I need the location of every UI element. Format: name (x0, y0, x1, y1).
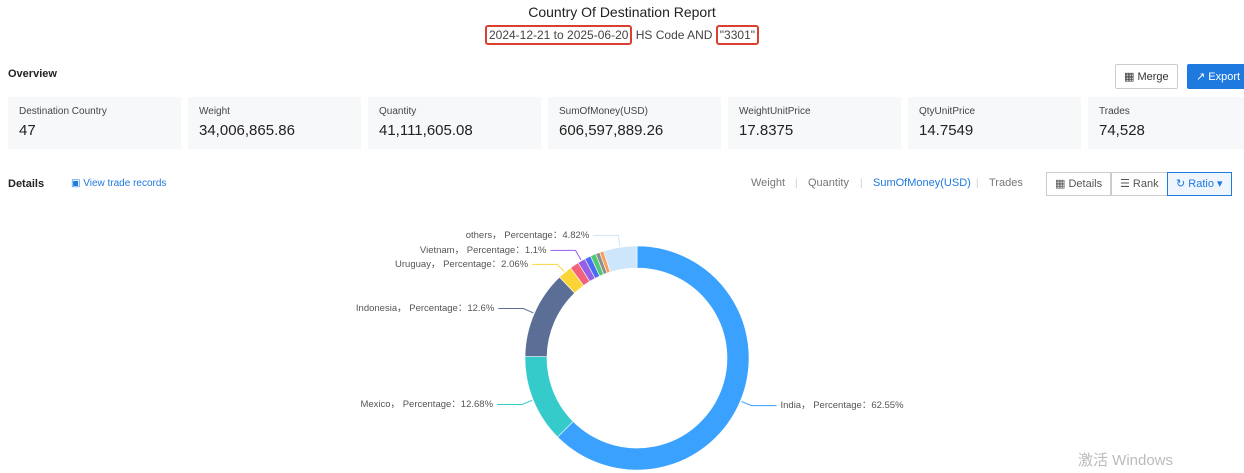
stat-card: Weight 34,006,865.86 (188, 97, 361, 149)
view-button[interactable]: ▦ Details (1046, 172, 1112, 196)
slice (557, 245, 750, 471)
details-title: Details (8, 178, 45, 190)
leader-line (593, 234, 621, 247)
view-label[interactable]: Ratio (1188, 178, 1214, 190)
stat-card: Destination Country 47 (8, 97, 181, 149)
stat-label: Quantity (379, 106, 417, 117)
separator: | (860, 178, 863, 189)
metric-tab[interactable]: SumOfMoney(USD) (873, 177, 971, 189)
stat-card: Quantity 41,111,605.08 (368, 97, 541, 149)
slice-label: Vietnam， Percentage：1.1% (420, 245, 547, 256)
slice (524, 276, 576, 358)
query: 2024-12-21 to 2025-06-20 HS Code AND "33… (0, 25, 1244, 45)
slice (524, 356, 574, 438)
date-range: 2024-12-21 to 2025-06-20 (484, 25, 633, 45)
view-label[interactable]: Rank (1132, 178, 1159, 190)
metric-tab[interactable]: Weight (751, 177, 786, 189)
slice (603, 245, 638, 273)
stat-card: QtyUnitPrice 14.7549 (908, 97, 1081, 149)
view-records-label[interactable]: View trade records (83, 178, 167, 189)
watermark: 激活 Windows (1078, 452, 1174, 469)
metric-tab[interactable]: Quantity (808, 177, 849, 189)
view-label[interactable]: Details (1068, 178, 1103, 190)
stat-label: Destination Country (19, 106, 107, 117)
slice-label: others， Percentage：4.82% (466, 230, 590, 241)
view-records-link[interactable]: ▣ View trade records (71, 178, 167, 189)
metric-tab[interactable]: Trades (989, 177, 1023, 189)
merge-button[interactable]: ▦ Merge (1115, 64, 1178, 89)
stat-card: SumOfMoney(USD) 606,597,889.26 (548, 97, 721, 149)
slice-label: Uruguay， Percentage：2.06% (395, 259, 529, 270)
stat-label: WeightUnitPrice (739, 106, 811, 117)
stat-value: 74,528 (1099, 122, 1145, 139)
stat-value: 14.7549 (919, 122, 974, 139)
view-button[interactable]: ↻ Ratio ▾ (1167, 172, 1232, 196)
report-title: Country Of Destination Report (528, 4, 716, 20)
slice-label: India， Percentage：62.55% (780, 400, 904, 411)
leader-line (532, 263, 565, 272)
stat-label: QtyUnitPrice (919, 106, 976, 117)
stat-value: 34,006,865.86 (199, 122, 295, 139)
stat-label: Trades (1099, 106, 1130, 117)
leader-line (741, 400, 777, 407)
leader-line (497, 399, 533, 405)
slice-label: Indonesia， Percentage：12.6% (356, 303, 495, 314)
hs-code: "3301" (715, 25, 760, 45)
stat-value: 606,597,889.26 (559, 122, 664, 139)
slice-label: Mexico， Percentage：12.68% (360, 399, 493, 410)
merge-label[interactable]: Merge (1137, 71, 1169, 83)
stat-value: 41,111,605.08 (379, 122, 473, 139)
stat-value: 47 (19, 122, 36, 139)
stat-label: Weight (199, 106, 230, 117)
query-text: HS Code AND (632, 28, 716, 42)
export-label[interactable]: Export (1208, 71, 1241, 83)
donut-chart: India， Percentage：62.55% Mexico， Percenta… (356, 230, 904, 471)
separator: | (795, 178, 798, 189)
stat-card: WeightUnitPrice 17.8375 (728, 97, 901, 149)
stat-label: SumOfMoney(USD) (559, 106, 648, 117)
leader-line (498, 308, 534, 314)
separator: | (976, 178, 979, 189)
stat-value: 17.8375 (739, 122, 794, 139)
export-button[interactable]: ↗ Export (1187, 64, 1244, 89)
leader-line (550, 249, 582, 261)
stat-card: Trades 74,528 (1088, 97, 1244, 149)
view-button[interactable]: ☰ Rank (1111, 172, 1168, 196)
overview-title: Overview (8, 68, 57, 80)
